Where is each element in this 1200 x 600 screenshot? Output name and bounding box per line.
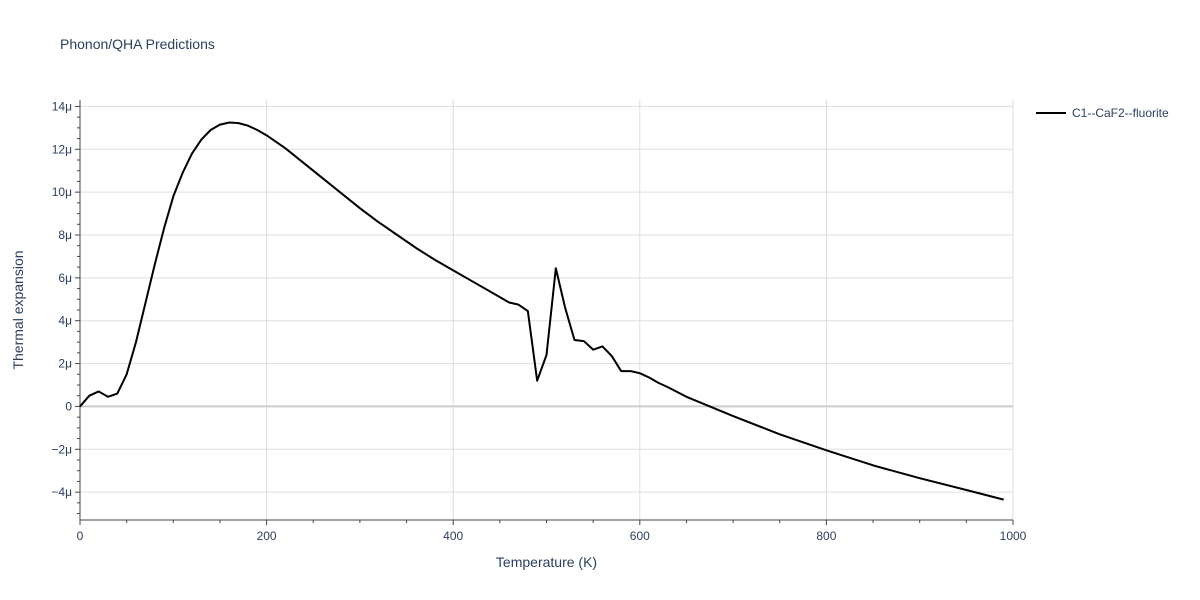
x-tick-label: 600	[630, 529, 650, 543]
y-tick-label: −4μ	[51, 485, 72, 499]
y-tick-label: 4μ	[58, 314, 72, 328]
x-tick-label: 800	[816, 529, 836, 543]
y-tick-label: 10μ	[52, 185, 72, 199]
y-tick-label: −2μ	[51, 442, 72, 456]
legend-label: C1--CaF2--fluorite	[1072, 106, 1169, 120]
y-tick-label: 2μ	[58, 357, 72, 371]
legend[interactable]: C1--CaF2--fluorite	[1036, 106, 1169, 120]
y-tick-label: 0	[65, 399, 72, 413]
x-tick-label: 400	[443, 529, 463, 543]
y-tick-label: 12μ	[52, 142, 72, 156]
chart-title: Phonon/QHA Predictions	[60, 36, 215, 52]
series-line	[79, 121, 1004, 501]
y-axis-label: Thermal expansion	[10, 250, 26, 370]
y-tick-label: 14μ	[52, 99, 72, 113]
x-tick-label: 0	[77, 529, 84, 543]
x-axis-label: Temperature (K)	[495, 554, 598, 570]
y-tick-label: 8μ	[58, 228, 72, 242]
x-tick-label: 200	[257, 529, 277, 543]
y-tick-label: 6μ	[58, 271, 72, 285]
legend-line-swatch	[1036, 112, 1066, 114]
x-tick-label: 1000	[1000, 529, 1027, 543]
